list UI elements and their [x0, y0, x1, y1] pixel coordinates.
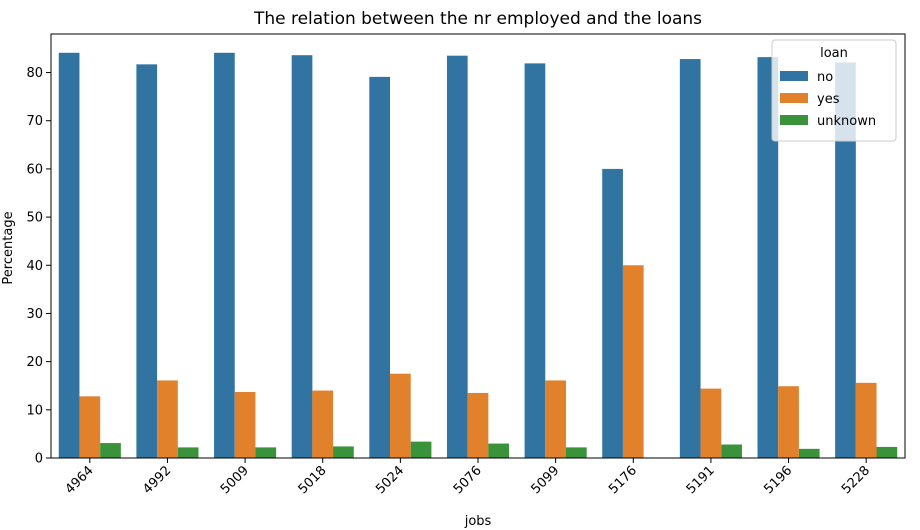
x-ticks-group: 4964 4992 5009 5018 5024 5076 5099 5176 5191 5196… — [63, 458, 873, 497]
bar-unknown-5191 — [721, 444, 742, 458]
y-tick-label-0: 0 — [35, 452, 43, 467]
bar-no-5018 — [291, 55, 313, 458]
bar-no-5228 — [835, 62, 856, 459]
bar-yes-5191 — [700, 388, 722, 458]
x-tick-label-5099: 5099 — [528, 463, 562, 497]
bar-unknown-4964 — [100, 443, 121, 458]
bar-unknown-5076 — [488, 443, 510, 458]
x-tick-label-5191: 5191 — [684, 463, 718, 497]
bar-unknown-5196 — [798, 448, 820, 458]
chart-title: The relation between the nr employed and… — [253, 9, 702, 29]
x-tick-label-5196: 5196 — [761, 463, 795, 497]
y-tick-label-60: 60 — [26, 162, 43, 177]
x-axis-label: jobs — [464, 514, 492, 529]
bar-yes-5099 — [545, 380, 566, 458]
bar-yes-5018 — [312, 390, 334, 458]
legend: loan no yes unknown — [771, 39, 897, 142]
legend-label-no: no — [817, 70, 833, 85]
x-tick-label-4964: 4964 — [63, 463, 97, 497]
legend-label-unknown: unknown — [817, 114, 876, 129]
bar-no-5191 — [679, 59, 701, 459]
bar-unknown-5024 — [410, 441, 432, 458]
legend-swatch-no — [780, 71, 808, 81]
x-tick-label-5076: 5076 — [451, 463, 485, 497]
bar-yes-4992 — [157, 380, 178, 458]
bar-no-5024 — [369, 76, 391, 458]
bar-no-5176 — [602, 168, 623, 458]
legend-title: loan — [820, 46, 848, 61]
y-axis-label: Percentage — [1, 211, 16, 284]
x-tick-label-4992: 4992 — [140, 463, 174, 497]
bar-yes-4964 — [79, 396, 101, 458]
bar-unknown-4992 — [177, 447, 199, 458]
bar-yes-5196 — [778, 386, 799, 458]
y-tick-label-30: 30 — [26, 307, 43, 322]
bar-unknown-5228 — [876, 446, 898, 458]
bar-no-4992 — [136, 64, 158, 458]
x-tick-label-5018: 5018 — [296, 463, 330, 497]
bar-no-5196 — [757, 57, 779, 458]
y-tick-label-70: 70 — [26, 114, 43, 129]
y-ticks-group: 0 10 20 30 40 50 60 70 80 — [26, 66, 51, 467]
bar-yes-5176 — [622, 265, 644, 458]
legend-swatch-yes — [780, 93, 808, 103]
legend-swatch-unknown — [780, 115, 808, 125]
bar-yes-5076 — [467, 392, 489, 458]
x-tick-label-5024: 5024 — [373, 463, 407, 497]
bar-unknown-5018 — [333, 446, 354, 458]
x-tick-label-5228: 5228 — [839, 463, 873, 497]
y-tick-label-10: 10 — [26, 403, 43, 418]
y-tick-label-50: 50 — [26, 211, 43, 226]
bar-no-5076 — [446, 55, 468, 459]
bar-no-5099 — [524, 63, 546, 458]
y-tick-label-80: 80 — [26, 66, 43, 81]
bar-no-5009 — [214, 52, 235, 458]
legend-label-yes: yes — [817, 92, 840, 107]
bar-unknown-5009 — [255, 447, 277, 458]
y-tick-label-20: 20 — [26, 355, 43, 370]
bar-no-4964 — [58, 52, 80, 458]
bar-yes-5228 — [855, 382, 877, 458]
bar-yes-5009 — [234, 391, 256, 458]
y-tick-label-40: 40 — [26, 259, 43, 274]
x-tick-label-5176: 5176 — [606, 463, 640, 497]
bar-yes-5024 — [390, 373, 411, 458]
bars-group — [58, 52, 898, 459]
bar-unknown-5099 — [565, 447, 587, 458]
x-tick-label-5009: 5009 — [218, 463, 252, 497]
